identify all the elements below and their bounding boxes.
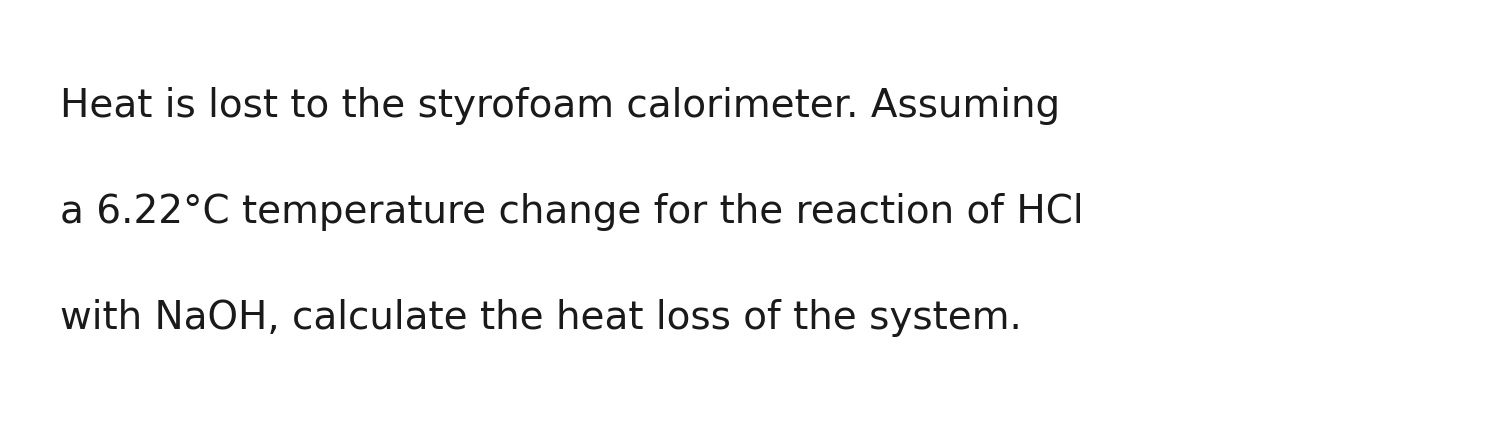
Text: Heat is lost to the styrofoam calorimeter. Assuming: Heat is lost to the styrofoam calorimete… <box>60 87 1060 125</box>
Text: with NaOH, calculate the heat loss of the system.: with NaOH, calculate the heat loss of th… <box>60 299 1022 337</box>
Text: a 6.22°C temperature change for the reaction of HCl: a 6.22°C temperature change for the reac… <box>60 193 1083 231</box>
